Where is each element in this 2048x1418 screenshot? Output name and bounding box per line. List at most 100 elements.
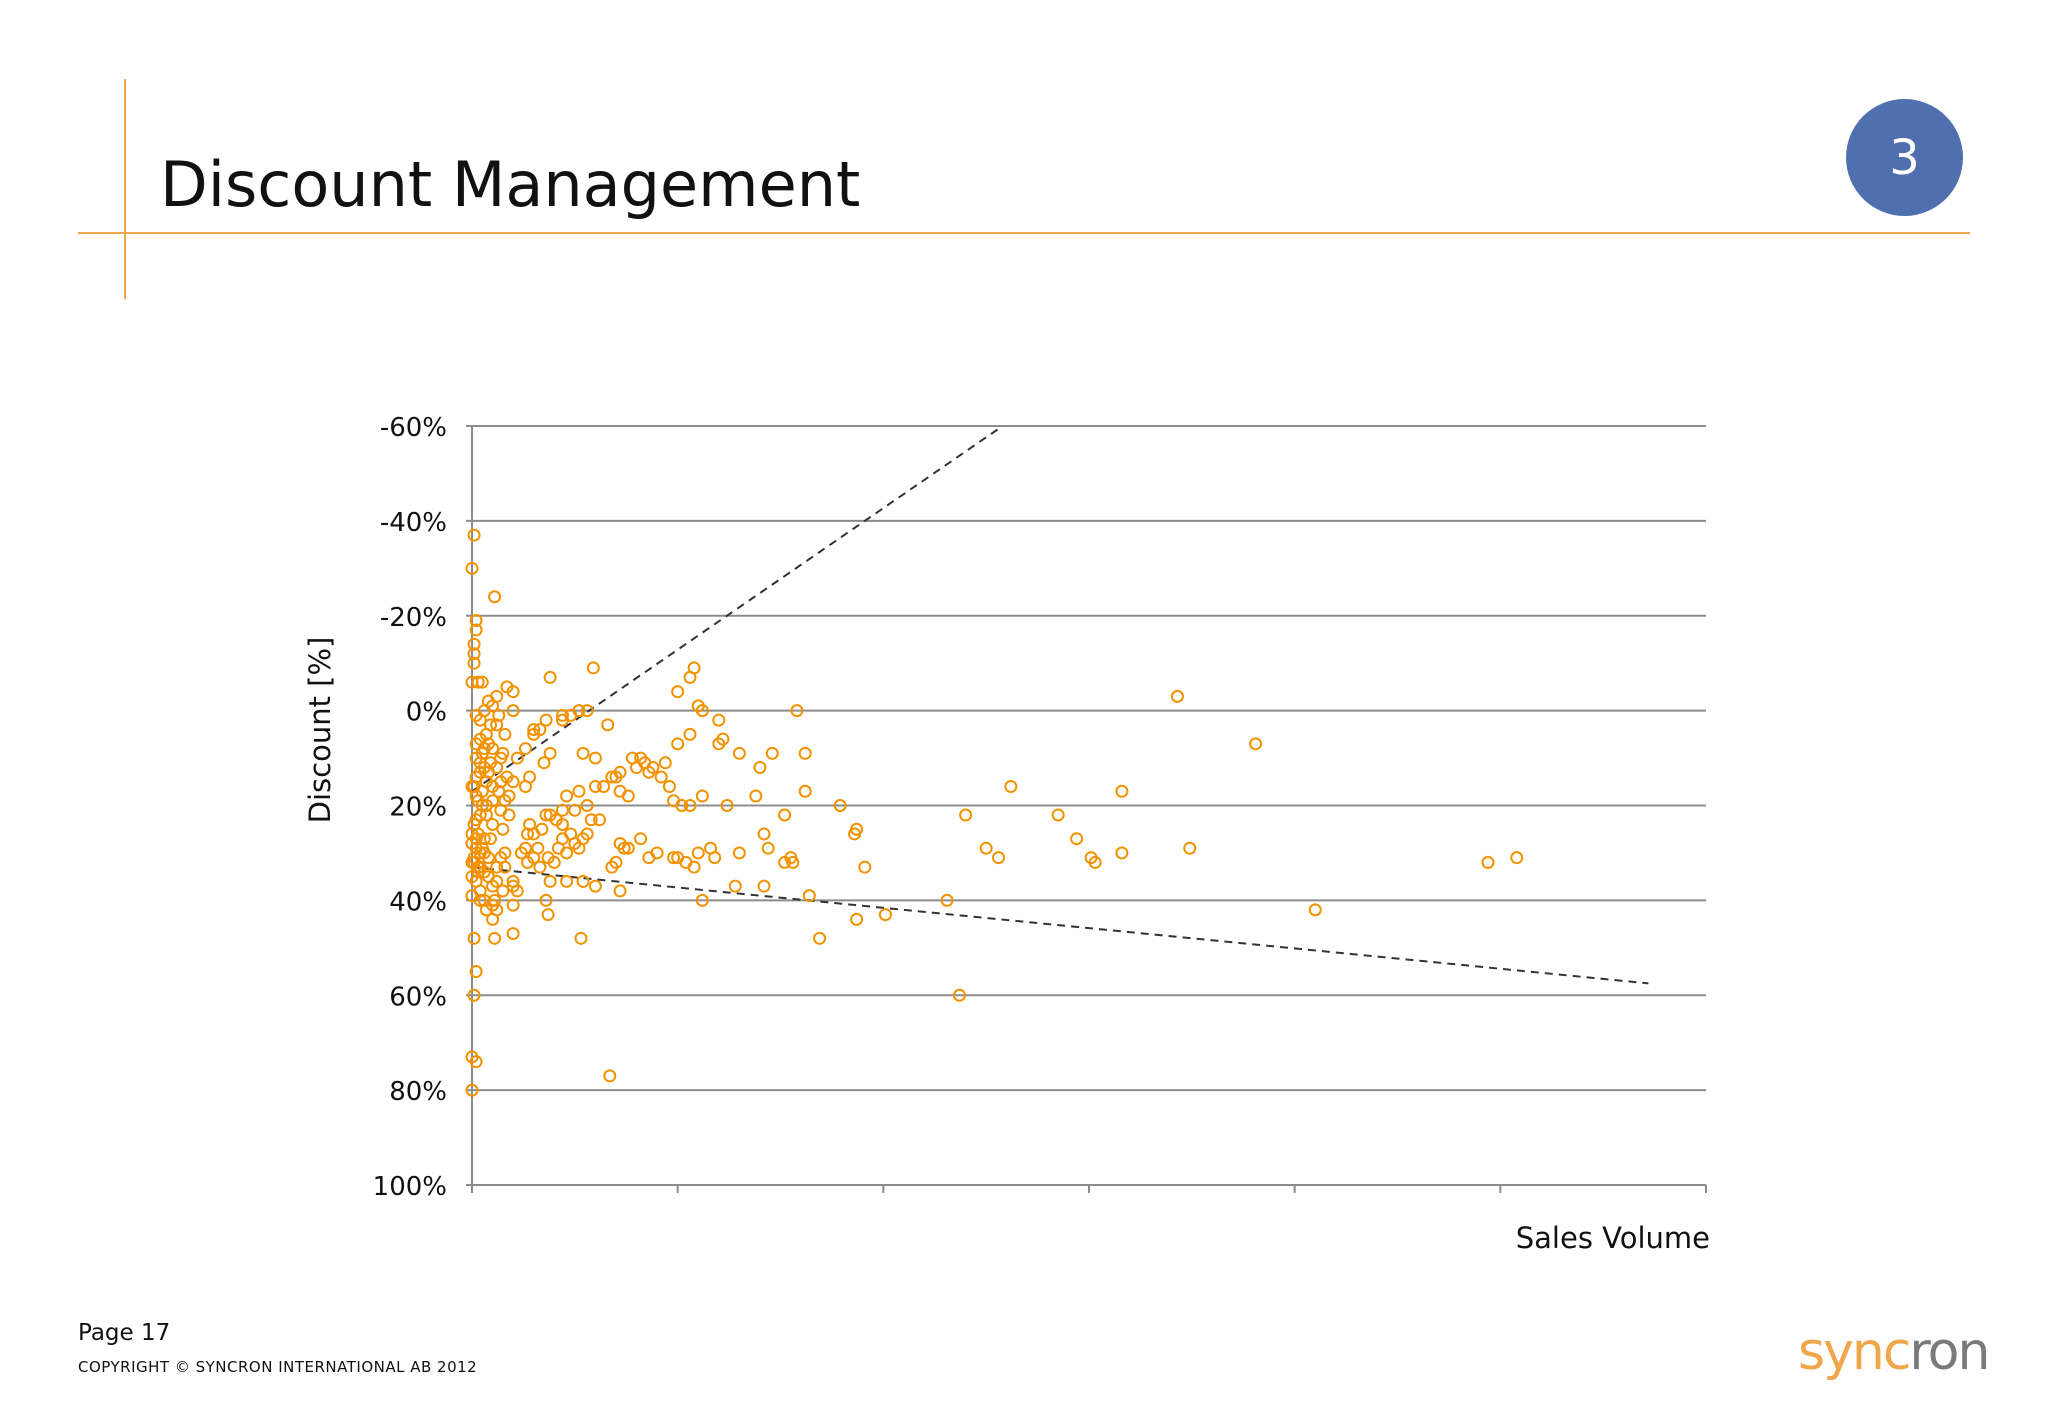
data-point xyxy=(471,865,485,879)
data-point xyxy=(605,770,619,784)
data-point xyxy=(1308,903,1322,917)
data-point xyxy=(802,889,816,903)
data-point xyxy=(543,874,557,888)
data-point xyxy=(586,661,600,675)
data-point xyxy=(488,590,502,604)
data-point xyxy=(574,931,588,945)
data-point xyxy=(498,727,512,741)
data-point xyxy=(671,737,685,751)
y-tick-label: -60% xyxy=(380,413,447,443)
y-tick-label: 100% xyxy=(373,1172,447,1202)
data-point xyxy=(1481,855,1495,869)
data-point xyxy=(572,841,586,855)
data-point xyxy=(761,841,775,855)
data-point xyxy=(695,893,709,907)
data-point xyxy=(695,789,709,803)
data-point xyxy=(603,1069,617,1083)
data-point xyxy=(486,912,500,926)
data-point xyxy=(527,727,541,741)
data-point xyxy=(568,803,582,817)
logo-part-sync: sync xyxy=(1798,1322,1911,1382)
data-point xyxy=(572,704,586,718)
data-point xyxy=(584,813,598,827)
data-point xyxy=(646,761,660,775)
data-point xyxy=(1510,851,1524,865)
data-point xyxy=(539,893,553,907)
accent-vertical-line xyxy=(124,79,126,299)
data-point xyxy=(496,884,510,898)
y-tick-label: 40% xyxy=(389,887,447,917)
chart-ticks: -60% -40% -20% 0% 20% 40% 60% 80% 100% xyxy=(373,413,1707,1202)
data-point xyxy=(675,799,689,812)
data-point xyxy=(576,746,590,760)
data-point xyxy=(572,784,586,798)
data-point xyxy=(539,808,553,822)
data-point xyxy=(555,713,569,727)
data-point xyxy=(469,1055,483,1069)
data-point xyxy=(533,860,547,874)
logo-part-ron: ron xyxy=(1909,1322,1990,1382)
data-point xyxy=(527,827,541,841)
data-point xyxy=(560,846,574,860)
data-point xyxy=(765,746,779,760)
data-point xyxy=(683,799,697,812)
data-point xyxy=(479,903,493,917)
y-axis-label: Discount [%] xyxy=(303,637,337,824)
data-point xyxy=(588,751,602,765)
data-point xyxy=(467,647,481,661)
data-point xyxy=(560,874,574,888)
copyright-text: COPYRIGHT © SYNCRON INTERNATIONAL AB 201… xyxy=(78,1358,478,1376)
data-point xyxy=(621,789,635,803)
data-point xyxy=(469,623,483,637)
data-point xyxy=(471,675,485,689)
y-tick-label: 60% xyxy=(389,982,447,1012)
data-point xyxy=(728,879,742,893)
data-point xyxy=(798,746,812,760)
x-axis-label: Sales Volume xyxy=(1516,1221,1710,1255)
data-point xyxy=(593,813,607,827)
slide-title: Discount Management xyxy=(160,148,861,221)
data-point xyxy=(494,851,508,865)
data-point xyxy=(704,841,718,855)
data-point xyxy=(662,780,676,794)
data-point xyxy=(490,874,504,888)
data-point xyxy=(467,931,481,945)
data-point xyxy=(518,841,532,855)
data-point xyxy=(555,817,569,831)
data-point xyxy=(523,770,537,784)
data-point xyxy=(531,841,545,855)
data-point xyxy=(1070,832,1084,846)
data-point xyxy=(467,528,481,542)
data-point xyxy=(979,841,993,855)
data-point xyxy=(465,561,479,575)
data-point xyxy=(467,817,481,831)
y-tick-label: -40% xyxy=(380,508,447,538)
data-point xyxy=(465,855,479,869)
data-point xyxy=(541,908,555,922)
data-point xyxy=(467,656,481,670)
data-point xyxy=(753,761,767,775)
data-point xyxy=(687,860,701,874)
data-point xyxy=(778,808,792,822)
data-point xyxy=(484,832,498,846)
data-point xyxy=(1115,846,1129,860)
data-point xyxy=(850,912,864,926)
data-point xyxy=(521,827,535,841)
data-point xyxy=(490,718,504,732)
data-point xyxy=(527,723,541,737)
data-point xyxy=(469,832,483,846)
data-point xyxy=(732,846,746,860)
data-point xyxy=(467,637,481,651)
data-point xyxy=(477,832,491,846)
data-point xyxy=(757,827,771,841)
data-point xyxy=(588,879,602,893)
data-point xyxy=(537,756,551,770)
data-point xyxy=(543,670,557,684)
data-point xyxy=(481,737,495,751)
data-point xyxy=(580,799,594,812)
data-point xyxy=(506,685,520,699)
data-point xyxy=(555,708,569,722)
data-point xyxy=(784,851,798,865)
data-point xyxy=(1249,737,1263,751)
data-point xyxy=(496,822,510,836)
